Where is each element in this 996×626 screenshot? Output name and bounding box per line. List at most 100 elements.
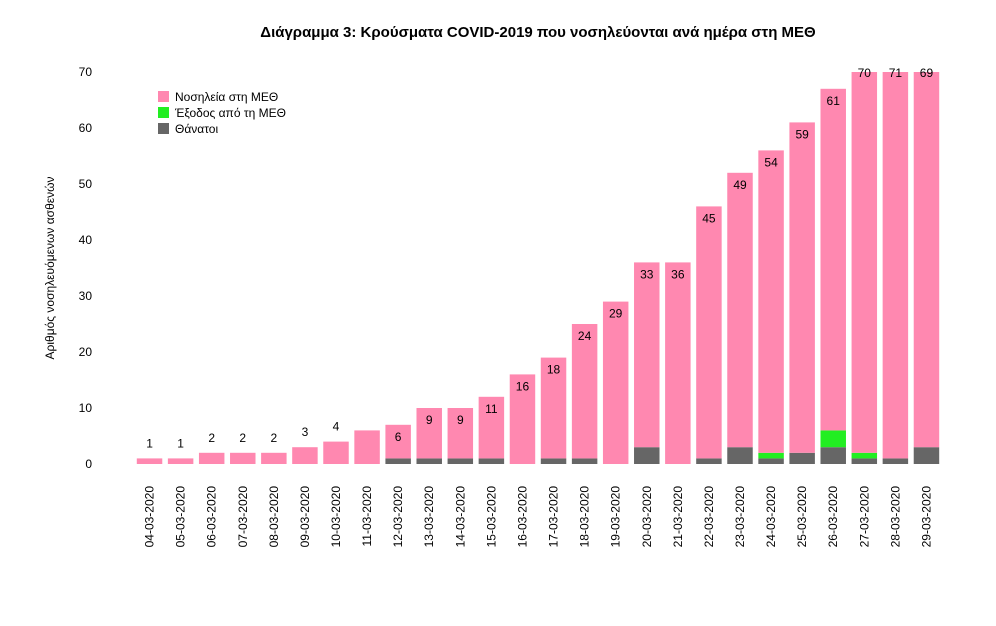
chart-title: Διάγραμμα 3: Κρούσματα COVID-2019 που νο… (260, 24, 816, 41)
data-label: 36 (671, 267, 685, 281)
data-label: 1 (146, 436, 153, 450)
y-axis-label: Αριθμός νοσηλευόμενων ασθενών (43, 177, 57, 360)
legend-swatch (158, 123, 169, 134)
x-tick-label: 26-03-2020 (826, 486, 840, 548)
bar-segment (789, 122, 815, 453)
legend-swatch (158, 91, 169, 102)
x-tick-label: 05-03-2020 (174, 486, 188, 548)
x-tick-label: 13-03-2020 (422, 486, 436, 548)
bar-segment (385, 458, 411, 464)
bar-segment (416, 458, 442, 464)
bar-segment (478, 396, 505, 459)
data-label: 71 (889, 66, 903, 80)
x-tick-label: 25-03-2020 (795, 486, 809, 548)
y-tick-label: 20 (79, 345, 93, 359)
data-label: 6 (395, 430, 402, 444)
bar-segment (634, 262, 660, 448)
data-label: 45 (702, 211, 716, 225)
data-label: 59 (795, 127, 809, 141)
bar-segment (820, 88, 846, 431)
x-tick-label: 18-03-2020 (578, 486, 592, 548)
data-label: 54 (764, 155, 778, 169)
bar-segment (509, 374, 536, 464)
bar-segment (478, 458, 505, 464)
data-label: 18 (547, 363, 561, 377)
y-tick-label: 30 (79, 289, 93, 303)
x-tick-label: 09-03-2020 (298, 486, 312, 548)
bar-segment (571, 458, 598, 464)
bar-segment (882, 72, 909, 459)
legend-item-label: Θάνατοι (175, 122, 218, 136)
bar-segment (292, 447, 318, 464)
x-tick-label: 16-03-2020 (515, 486, 529, 548)
bar-segment (602, 301, 629, 464)
data-label: 70 (858, 66, 872, 80)
data-label: 11 (485, 402, 498, 416)
bar-segment (758, 458, 784, 464)
data-label: 29 (609, 307, 623, 321)
data-label: 9 (457, 413, 464, 427)
data-label: 2 (208, 431, 215, 445)
bar-segment (820, 447, 846, 464)
bar-segment (385, 424, 411, 459)
x-tick-label: 04-03-2020 (143, 486, 157, 548)
x-tick-label: 07-03-2020 (236, 486, 250, 548)
y-tick-label: 10 (79, 401, 93, 415)
x-tick-label: 23-03-2020 (733, 486, 747, 548)
bar-segment (758, 452, 784, 459)
x-tick-label: 14-03-2020 (453, 486, 467, 548)
bar-segment (727, 172, 753, 448)
y-tick-label: 40 (79, 233, 93, 247)
x-tick-label: 27-03-2020 (857, 486, 871, 548)
bar-segment (851, 72, 878, 453)
legend-item-label: Νοσηλεία στη ΜΕΘ (175, 90, 278, 104)
x-tick-label: 29-03-2020 (919, 486, 933, 548)
bar-segment (665, 262, 691, 464)
x-tick-label: 12-03-2020 (391, 486, 405, 548)
bar-segment (261, 452, 287, 464)
data-label: 3 (302, 425, 309, 439)
data-label: 1 (177, 436, 184, 450)
data-label: 16 (516, 379, 530, 393)
bar-segment (727, 447, 753, 464)
data-label: 69 (920, 66, 934, 80)
data-label: 24 (578, 329, 592, 343)
bar-segment (696, 206, 722, 459)
legend-item-label: Έξοδος από τη ΜΕΘ (174, 106, 286, 120)
x-tick-label: 19-03-2020 (609, 486, 623, 548)
bar-segment (571, 324, 598, 459)
x-tick-label: 22-03-2020 (702, 486, 716, 548)
x-tick-label: 11-03-2020 (360, 486, 374, 547)
bar-segment (634, 447, 660, 464)
bar-segment (447, 458, 474, 464)
bar-segment (851, 458, 878, 464)
bar-segment (851, 452, 878, 459)
y-tick-label: 50 (79, 177, 93, 191)
data-label: 9 (426, 413, 433, 427)
x-tick-label: 21-03-2020 (671, 486, 685, 548)
bar-segment (230, 452, 256, 464)
x-tick-label: 17-03-2020 (547, 486, 561, 548)
x-tick-label: 28-03-2020 (888, 486, 902, 548)
data-label: 33 (640, 267, 654, 281)
y-tick-label: 70 (79, 65, 93, 79)
data-label: 2 (271, 431, 278, 445)
bar-segment (136, 458, 163, 464)
y-tick-label: 0 (85, 457, 92, 471)
x-tick-label: 20-03-2020 (640, 486, 654, 548)
bar-segment (354, 430, 380, 464)
x-tick-label: 06-03-2020 (205, 486, 219, 548)
bar-segment (416, 408, 442, 459)
bar-segment (913, 72, 940, 448)
bar-segment (758, 150, 784, 453)
bar-segment (540, 458, 567, 464)
x-tick-label: 15-03-2020 (484, 486, 498, 548)
data-label: 4 (333, 420, 340, 434)
data-label: 49 (733, 178, 747, 192)
x-tick-label: 08-03-2020 (267, 486, 281, 548)
bar-segment (820, 430, 846, 448)
bar-segment (540, 357, 567, 459)
y-tick-label: 60 (79, 121, 93, 135)
bar-segment (323, 441, 349, 464)
